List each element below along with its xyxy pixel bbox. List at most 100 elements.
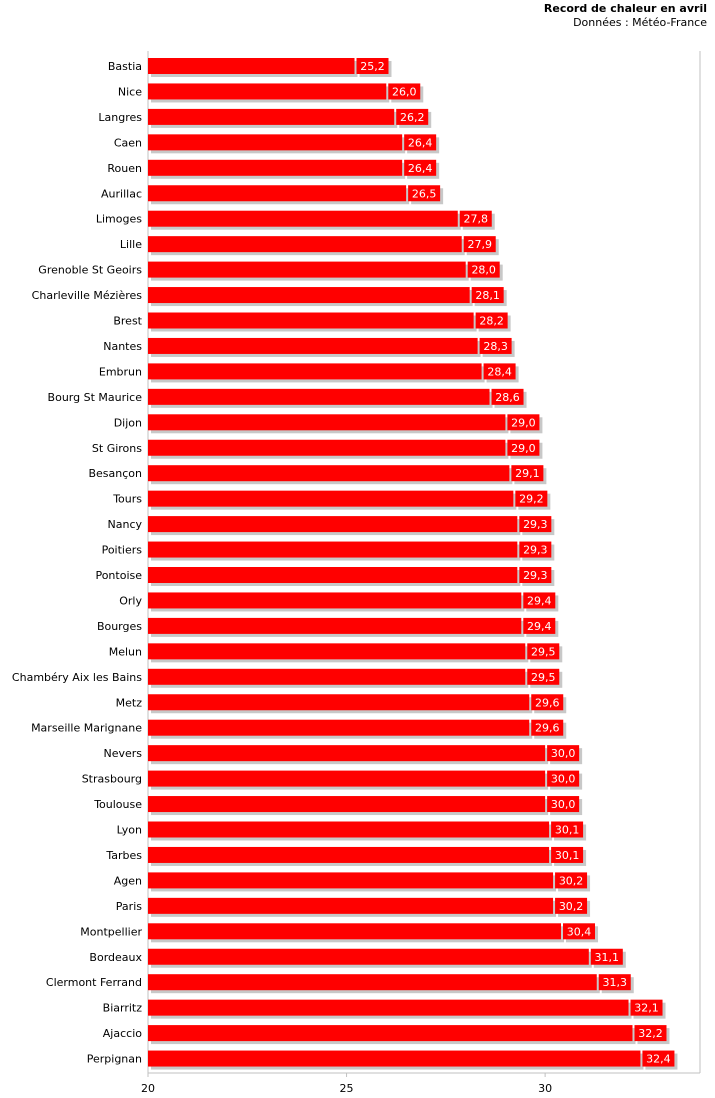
- data-label: 29,5: [531, 671, 556, 684]
- bar: [148, 897, 554, 914]
- data-label-box: [527, 643, 560, 660]
- data-label: 26,0: [392, 85, 417, 98]
- category-label: Strasbourg: [82, 773, 142, 786]
- category-label: Brest: [113, 315, 142, 328]
- data-label: 32,2: [638, 1027, 663, 1040]
- category-label: Caen: [114, 136, 142, 149]
- x-tick-label: 20: [141, 1082, 155, 1095]
- data-label-box: [555, 897, 588, 914]
- bar: [148, 974, 597, 991]
- data-label-box: [563, 923, 596, 940]
- bar: [148, 948, 589, 965]
- data-label: 30,1: [555, 824, 580, 837]
- data-label: 27,9: [467, 238, 492, 251]
- data-label-box: [598, 974, 631, 991]
- data-label: 28,1: [475, 289, 500, 302]
- data-label: 28,6: [495, 391, 520, 404]
- bar: [148, 490, 514, 507]
- data-label: 30,0: [551, 798, 576, 811]
- data-label-box: [527, 668, 560, 685]
- bar: [148, 261, 466, 278]
- category-label: Metz: [116, 696, 143, 709]
- category-label: Marseille Marignane: [31, 722, 142, 735]
- data-label: 29,6: [535, 696, 560, 709]
- bar: [148, 465, 510, 482]
- category-label: Biarritz: [103, 1002, 143, 1015]
- bar: [148, 1050, 641, 1067]
- category-label: Bastia: [108, 60, 142, 73]
- data-label-box: [519, 541, 552, 558]
- category-label: Poitiers: [102, 544, 143, 557]
- bar: [148, 567, 518, 583]
- bar: [148, 414, 506, 431]
- data-label-box: [523, 617, 556, 634]
- bar: [148, 83, 387, 100]
- data-label-box: [408, 185, 441, 202]
- category-label: Limoges: [96, 213, 142, 226]
- data-label-box: [404, 134, 437, 151]
- bar: [148, 134, 403, 151]
- data-label-box: [547, 770, 580, 787]
- data-label-box: [467, 261, 500, 278]
- category-label: Bordeaux: [89, 951, 142, 964]
- data-label-box: [531, 694, 564, 711]
- category-label: Bourg St Maurice: [48, 391, 143, 404]
- bar: [148, 312, 474, 329]
- data-label-box: [634, 1025, 667, 1042]
- bar: [148, 923, 562, 940]
- category-label: Nancy: [108, 518, 143, 531]
- bar: [148, 770, 546, 787]
- bar: [148, 541, 518, 558]
- data-label-box: [519, 516, 552, 533]
- bar: [148, 668, 526, 685]
- category-label: Tarbes: [105, 849, 142, 862]
- data-label-box: [483, 363, 516, 380]
- category-label: Ajaccio: [103, 1027, 142, 1040]
- bar: [148, 337, 478, 354]
- bar: [148, 643, 526, 660]
- bar: [148, 159, 403, 176]
- category-label: St Girons: [92, 442, 142, 455]
- category-label: Clermont Ferrand: [46, 976, 142, 989]
- bar: [148, 210, 458, 227]
- data-label-box: [515, 490, 548, 507]
- bar: [148, 999, 629, 1016]
- data-label: 30,1: [555, 849, 580, 862]
- bar: [148, 388, 490, 405]
- x-tick-label: 25: [340, 1082, 354, 1095]
- bar: [148, 846, 550, 863]
- data-label: 26,5: [412, 187, 437, 200]
- data-label: 29,0: [511, 442, 536, 455]
- category-label: Rouen: [107, 162, 142, 175]
- category-label: Lille: [120, 238, 142, 251]
- bar: [148, 236, 462, 253]
- bar: [148, 287, 470, 304]
- bar: [148, 363, 482, 380]
- category-label: Embrun: [99, 365, 142, 378]
- category-label: Melun: [109, 645, 142, 658]
- category-label: Tours: [112, 493, 142, 506]
- data-label: 26,2: [400, 111, 425, 124]
- category-label: Lyon: [117, 824, 142, 837]
- data-label: 29,0: [511, 416, 536, 429]
- data-label-box: [475, 312, 508, 329]
- data-label: 30,4: [567, 925, 592, 938]
- data-label: 31,1: [595, 951, 620, 964]
- category-label: Montpellier: [80, 925, 142, 938]
- data-label-box: [531, 719, 564, 736]
- category-label: Charleville Mézières: [32, 289, 143, 302]
- data-label-box: [404, 159, 437, 176]
- bar: [148, 745, 546, 762]
- data-label: 32,1: [634, 1002, 659, 1015]
- bar: [148, 592, 522, 609]
- data-label: 29,6: [535, 722, 560, 735]
- category-label: Paris: [116, 900, 142, 913]
- data-label: 32,4: [646, 1053, 671, 1066]
- data-label-box: [507, 439, 540, 456]
- category-label: Bourges: [97, 620, 142, 633]
- data-label-box: [463, 236, 496, 253]
- bar: [148, 872, 554, 889]
- data-label-box: [642, 1050, 675, 1067]
- bar: [148, 58, 355, 74]
- category-label: Toulouse: [93, 798, 142, 811]
